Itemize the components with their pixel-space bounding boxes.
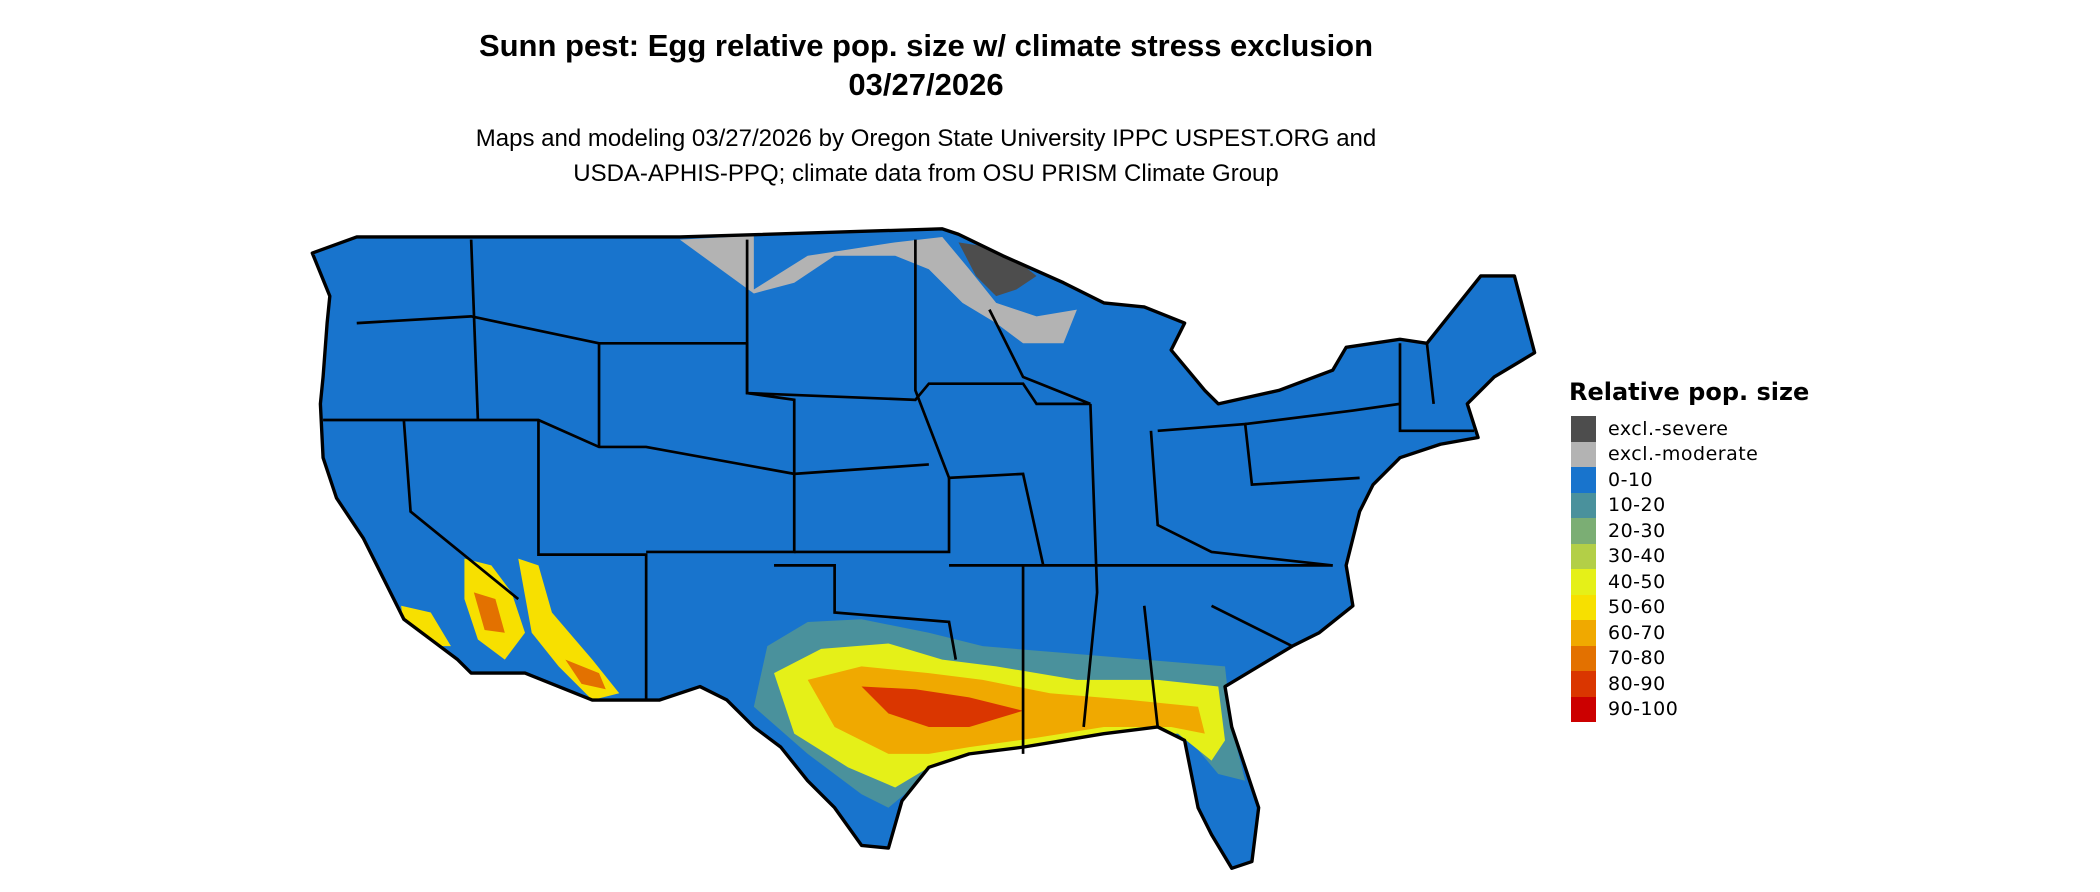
legend-item: 30-40 [1571,543,1809,569]
legend-label: 90-100 [1608,698,1679,721]
map-subtitle-line2: USDA-APHIS-PPQ; climate data from OSU PR… [573,160,1279,187]
zone-70-80-southwest [473,592,606,690]
zone-50-60-southwest [401,558,620,701]
legend-swatch [1571,569,1596,595]
legend-title: Relative pop. size [1569,378,1810,406]
legend: Relative pop. size excl.-severe excl.-mod… [1569,378,1810,722]
legend-item: 0-10 [1571,467,1809,493]
legend-swatch [1571,467,1596,493]
legend-item: 80-90 [1571,671,1809,697]
legend-label: excl.-moderate [1608,443,1759,466]
legend-label: 70-80 [1608,647,1666,670]
map-date: 03/27/2026 [848,67,1004,102]
legend-label: 80-90 [1608,672,1666,695]
excl-moderate-zone [679,235,1077,344]
legend-swatch [1571,492,1596,518]
zone-80-90 [861,686,1024,727]
legend-label: 40-50 [1608,570,1666,593]
legend-label: 50-60 [1608,596,1666,619]
legend-item: 10-20 [1571,492,1809,518]
legend-swatch [1571,645,1596,671]
map-subtitle-line1: Maps and modeling 03/27/2026 by Oregon S… [475,125,1377,152]
legend-swatch [1571,620,1596,646]
legend-swatch [1571,441,1596,467]
legend-swatch [1571,594,1596,620]
legend-item: 70-80 [1571,645,1809,671]
legend-label: 20-30 [1608,519,1666,542]
excl-severe-zone [958,242,1037,297]
legend-swatch [1571,416,1596,442]
legend-label: 60-70 [1608,621,1666,644]
legend-swatch [1571,543,1596,569]
legend-item: 20-30 [1571,518,1809,544]
legend-label: excl.-severe [1608,417,1729,440]
legend-label: 30-40 [1608,545,1666,568]
legend-swatch [1571,696,1596,722]
legend-item: 60-70 [1571,620,1809,646]
us-landmass [312,228,1535,869]
legend-swatch [1571,518,1596,544]
legend-item: 50-60 [1571,594,1809,620]
legend-label: 10-20 [1608,494,1666,517]
us-outline [310,227,1537,870]
legend-item: excl.-severe [1571,416,1809,442]
state-boundaries [323,239,1475,754]
legend-label: 0-10 [1608,468,1654,491]
legend-item: 40-50 [1571,569,1809,595]
legend-item: 90-100 [1571,696,1809,722]
map-title: Sunn pest: Egg relative pop. size w/ cli… [478,28,1374,63]
legend-item: excl.-moderate [1571,441,1809,467]
legend-swatch [1571,671,1596,697]
